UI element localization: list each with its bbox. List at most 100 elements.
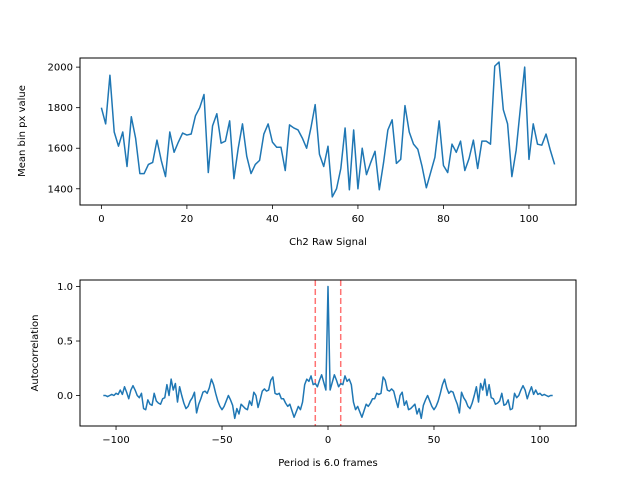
- top-data-point: [186, 134, 188, 136]
- top-data-point: [250, 173, 252, 175]
- bottom-data-point: [247, 409, 249, 411]
- bottom-data-point: [535, 389, 537, 391]
- bottom-data-point: [261, 390, 263, 392]
- bottom-data-point: [321, 374, 323, 376]
- bottom-data-point: [234, 418, 236, 420]
- bottom-ticks: −100 −50 0 50 100 0.0 0.5 1.0: [57, 282, 549, 446]
- bottom-data-point: [132, 385, 134, 387]
- bottom-data-point: [495, 403, 497, 405]
- bottom-data-point: [107, 396, 109, 398]
- bottom-data-point: [507, 399, 509, 401]
- bottom-data-point: [164, 397, 166, 399]
- bottom-data-point: [448, 393, 450, 395]
- bottom-data-point: [319, 379, 321, 381]
- bottom-data-point: [543, 394, 545, 396]
- top-data-point: [391, 119, 393, 121]
- top-data-point: [314, 104, 316, 106]
- bottom-data-point: [541, 395, 543, 397]
- bottom-data-point: [295, 411, 297, 413]
- top-data-point: [396, 163, 398, 165]
- bottom-data-point: [404, 405, 406, 407]
- bottom-data-point: [440, 393, 442, 395]
- top-data-point: [160, 160, 162, 162]
- top-data-point: [126, 166, 128, 168]
- bottom-data-point: [302, 401, 304, 403]
- bottom-data-point: [461, 391, 463, 393]
- bottom-data-point: [287, 406, 289, 408]
- bottom-data-point: [412, 406, 414, 408]
- top-data-point: [451, 143, 453, 145]
- bottom-data-point: [253, 391, 255, 393]
- bottom-data-point: [480, 383, 482, 385]
- bottom-data-point: [204, 390, 206, 392]
- top-ticks: 0 20 40 60 80 100 1400 1600 1800 2000: [48, 63, 539, 225]
- top-data-point: [207, 172, 209, 174]
- bottom-data-point: [136, 395, 138, 397]
- top-data-point: [246, 156, 248, 158]
- top-data-point: [237, 147, 239, 149]
- bottom-data-point: [308, 381, 310, 383]
- bottom-data-point: [111, 394, 113, 396]
- top-data-point: [357, 188, 359, 190]
- bottom-data-point: [336, 379, 338, 381]
- bottom-data-point: [143, 408, 145, 410]
- top-data-point: [520, 107, 522, 109]
- bottom-data-point: [139, 397, 141, 399]
- top-x-tick-label: 20: [181, 214, 194, 225]
- bottom-data-point: [423, 405, 425, 407]
- top-data-point: [113, 131, 115, 133]
- top-data-point: [515, 149, 517, 151]
- bottom-data-point: [397, 407, 399, 409]
- top-data-point: [426, 187, 428, 189]
- bottom-data-point: [520, 389, 522, 391]
- bottom-data-point: [488, 384, 490, 386]
- top-data-point: [417, 148, 419, 150]
- bottom-data-point: [179, 386, 181, 388]
- bottom-data-point: [200, 398, 202, 400]
- bottom-data-point: [374, 398, 376, 400]
- bottom-data-point: [395, 399, 397, 401]
- bottom-data-point: [278, 393, 280, 395]
- bottom-data-point: [206, 393, 208, 395]
- bottom-data-point: [367, 406, 369, 408]
- bottom-data-point: [202, 391, 204, 393]
- top-data-point: [135, 137, 137, 139]
- top-data-point: [293, 127, 295, 129]
- bottom-data-point: [537, 394, 539, 396]
- bottom-data-point: [105, 395, 107, 397]
- bottom-data-point: [300, 409, 302, 411]
- bottom-data-point: [270, 379, 272, 381]
- top-data-point: [455, 151, 457, 153]
- bottom-data-point: [531, 386, 533, 388]
- top-data-point: [554, 164, 556, 166]
- bottom-data-point: [425, 399, 427, 401]
- bottom-data-point: [172, 389, 174, 391]
- bottom-data-point: [457, 403, 459, 405]
- bottom-data-point: [418, 408, 420, 410]
- bottom-data-point: [539, 393, 541, 395]
- bottom-data-point: [257, 407, 259, 409]
- bottom-data-point: [240, 403, 242, 405]
- bottom-data-point: [361, 416, 363, 418]
- top-data-point: [434, 157, 436, 159]
- top-data-point: [297, 129, 299, 131]
- top-data-point: [541, 144, 543, 146]
- bottom-data-point: [431, 406, 433, 408]
- top-data-point: [511, 176, 513, 178]
- bottom-data-point: [185, 408, 187, 410]
- top-data-point: [178, 141, 180, 143]
- top-data-point: [212, 125, 214, 127]
- bottom-data-point: [331, 382, 333, 384]
- bottom-data-point: [340, 383, 342, 385]
- top-data-point: [361, 147, 363, 149]
- top-data-point: [101, 107, 103, 109]
- bottom-data-point: [175, 383, 177, 385]
- bottom-data-point: [529, 391, 531, 393]
- bottom-data-point: [357, 406, 359, 408]
- top-data-point: [400, 159, 402, 161]
- top-data-point: [182, 132, 184, 134]
- top-data-point: [349, 189, 351, 191]
- bottom-x-tick-label: −100: [102, 435, 129, 446]
- bottom-data-point: [473, 395, 475, 397]
